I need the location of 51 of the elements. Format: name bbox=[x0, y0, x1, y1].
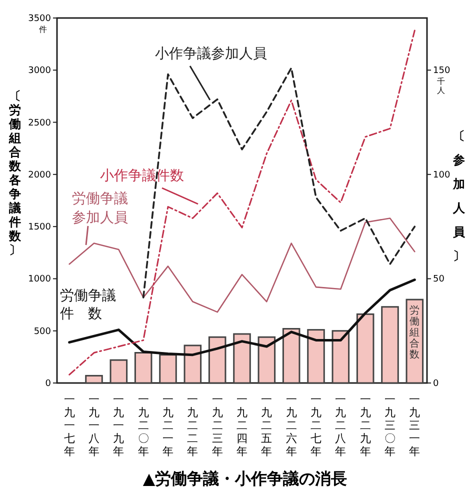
x-tick-label: 一九二五年 bbox=[261, 393, 272, 458]
x-tick-label: 一九二八年 bbox=[335, 393, 346, 458]
series-label: 労働争議件数 bbox=[60, 288, 116, 322]
bar bbox=[282, 328, 300, 384]
bar bbox=[184, 344, 202, 384]
y-tick-label: 3000 bbox=[28, 66, 52, 76]
x-tick-label: 一九一九年 bbox=[113, 393, 124, 458]
y-tick-label: 1500 bbox=[28, 222, 52, 233]
x-tick-label: 一九二一年 bbox=[162, 393, 174, 458]
bar bbox=[159, 354, 177, 384]
series-label: 小作争議件数 bbox=[100, 168, 184, 184]
x-tick-label: 一九二〇年 bbox=[138, 393, 149, 458]
line-series bbox=[142, 67, 416, 298]
bar bbox=[307, 329, 325, 384]
x-tick-label: 一九二六年 bbox=[286, 393, 297, 458]
series-label: 労働争議参加人員 bbox=[72, 191, 128, 226]
y2-tick-label: 50 bbox=[433, 274, 445, 285]
bar bbox=[134, 352, 152, 384]
y2-tick-label: 100 bbox=[433, 170, 450, 180]
bar bbox=[208, 336, 226, 384]
bar bbox=[85, 374, 103, 384]
x-tick-label: 一九一八年 bbox=[88, 393, 100, 458]
y-tick-label: 2000 bbox=[28, 170, 52, 180]
series-label: 小作争議参加人員 bbox=[155, 46, 267, 62]
y-tick-label: 0 bbox=[45, 379, 52, 389]
y-tick-label: 2500 bbox=[28, 118, 52, 128]
x-tick-label: 一九一七年 bbox=[64, 393, 75, 458]
y2-axis-title: 〔参加人員〕 bbox=[452, 129, 466, 263]
text: 〔労働組合数各争議件数〕 bbox=[9, 89, 21, 257]
y2-tick-label: 150 bbox=[433, 66, 450, 76]
x-tick-label: 一九三一年 bbox=[409, 393, 420, 458]
y2-tick-label: 0 bbox=[433, 379, 439, 389]
x-tick-label: 一九二九年 bbox=[360, 393, 371, 458]
series-label: 労働組合数 bbox=[408, 304, 420, 361]
y-tick-label: 500 bbox=[34, 326, 52, 337]
y-tick-label: 3500 bbox=[28, 14, 52, 24]
bar bbox=[110, 359, 128, 384]
x-tick-label: 一九三〇年 bbox=[384, 393, 396, 458]
bar bbox=[258, 336, 276, 384]
bar bbox=[356, 313, 374, 384]
x-tick-label: 一九二二年 bbox=[187, 393, 198, 458]
bar bbox=[381, 306, 399, 384]
text: 千人 bbox=[437, 77, 445, 96]
bar bbox=[332, 330, 350, 384]
x-tick-label: 一九二七年 bbox=[310, 393, 322, 458]
x-tick-label: 一九二三年 bbox=[212, 393, 223, 458]
text: ▲労働争議・小作争議の消長 bbox=[142, 469, 348, 488]
text: 件 bbox=[39, 25, 47, 34]
x-tick-label: 一九二四年 bbox=[236, 393, 248, 458]
y-tick-label: 1000 bbox=[28, 274, 52, 285]
bar bbox=[233, 333, 251, 384]
